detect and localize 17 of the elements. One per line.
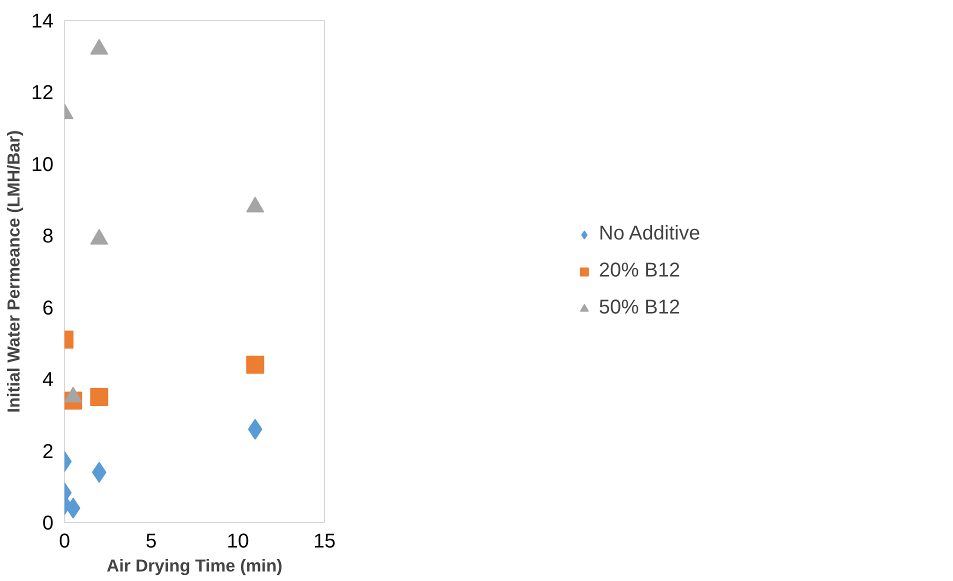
x-tick-label: 5: [146, 530, 157, 552]
y-tick-label: 2: [42, 440, 54, 463]
y-tick-label: 6: [42, 297, 54, 320]
y-tick-label: 8: [42, 226, 54, 248]
legend-label: 20% B12: [598, 260, 680, 282]
y-tick-label: 14: [31, 10, 54, 32]
y-tick-label: 0: [42, 512, 54, 534]
y-tick-label: 10: [31, 154, 54, 176]
x-tick-label: 0: [58, 530, 70, 552]
legend-label: No Additive: [598, 222, 700, 246]
y-tick-label: 12: [31, 82, 54, 104]
y-axis-title: Initial Water Permeance (LMH/Bar): [3, 130, 24, 413]
legend-label: 50% B12: [598, 296, 680, 320]
x-tick-label: 15: [313, 530, 336, 552]
y-tick-label: 4: [42, 369, 54, 392]
x-axis-title: Air Drying Time (min): [106, 556, 282, 576]
x-tick-label: 10: [226, 530, 249, 552]
